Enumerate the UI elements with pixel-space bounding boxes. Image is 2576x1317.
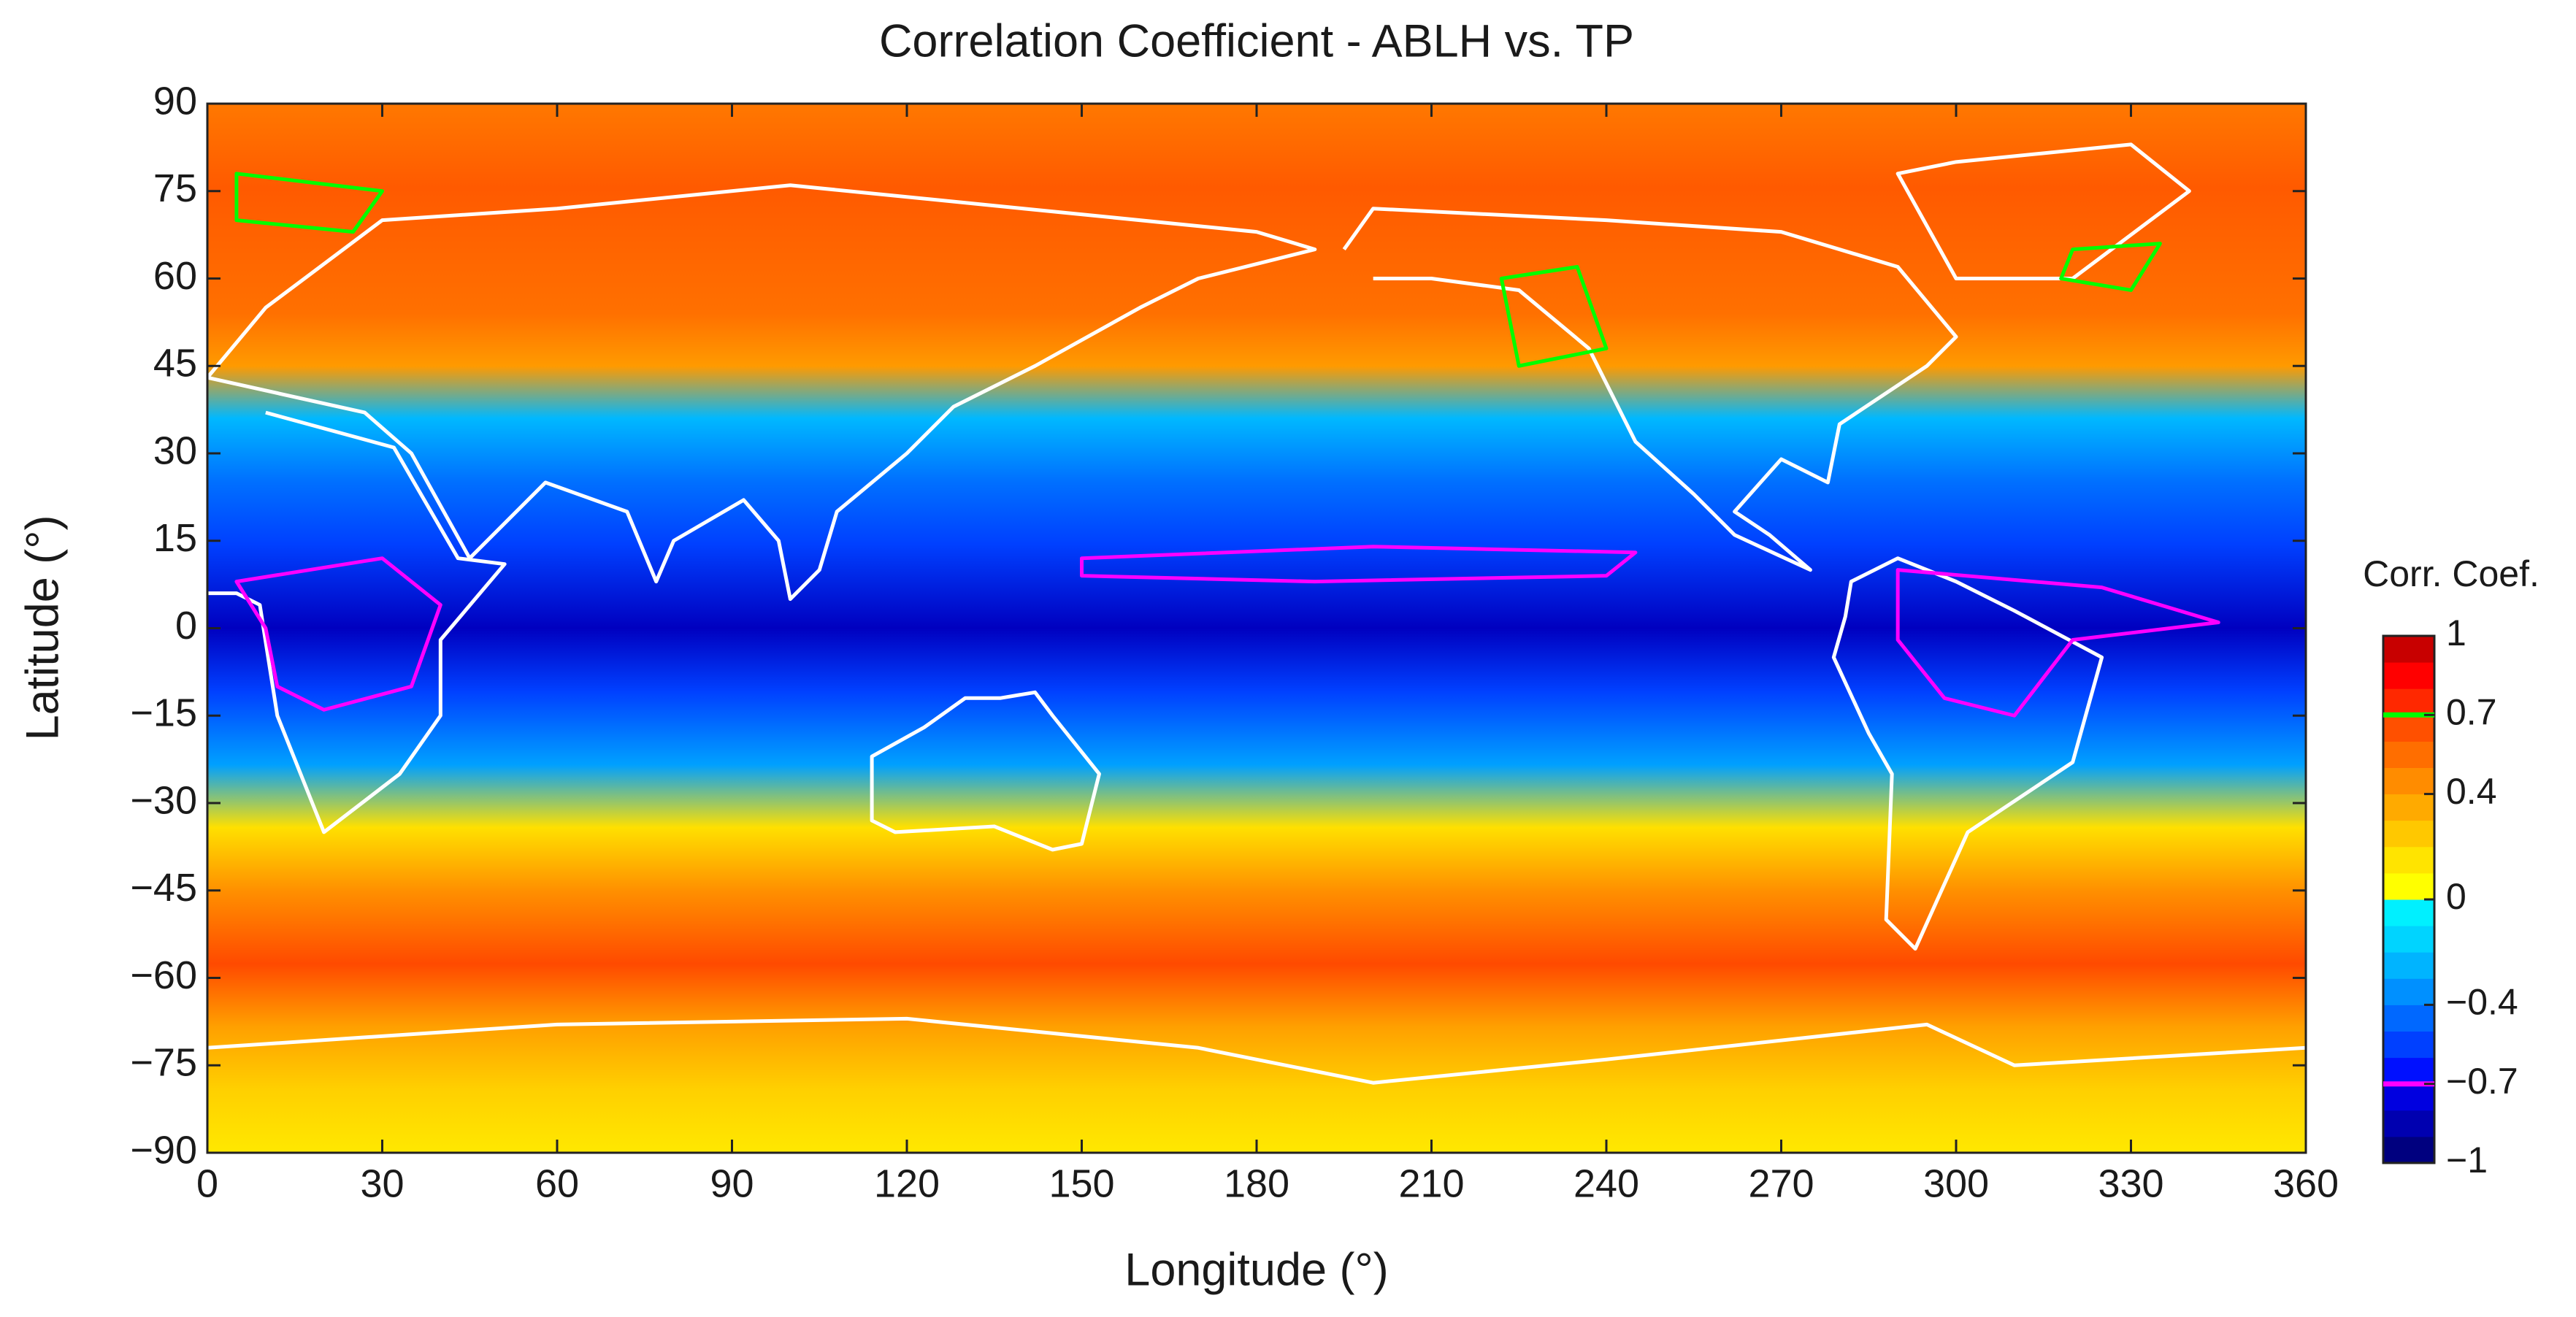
chart-title: Correlation Coefficient - ABLH vs. TP xyxy=(879,16,1634,67)
y-tick-label: −60 xyxy=(130,953,197,997)
y-tick-label: 0 xyxy=(175,604,197,648)
colorbar-level xyxy=(2383,1083,2434,1111)
colorbar-level xyxy=(2383,872,2434,900)
x-tick-label: 60 xyxy=(535,1162,579,1205)
positive-contour xyxy=(237,174,383,232)
colorbar-level xyxy=(2383,1136,2434,1164)
colorbar-tick-label: 0.7 xyxy=(2446,692,2497,733)
colorbar-level xyxy=(2383,846,2434,874)
antarctica xyxy=(207,1018,2306,1083)
colorbar-level xyxy=(2383,952,2434,979)
colorbar-tick-label: 0 xyxy=(2446,876,2466,917)
australia xyxy=(872,692,1099,850)
correlation-field xyxy=(207,104,2306,1153)
y-tick-label: 60 xyxy=(153,254,197,298)
y-tick-label: −30 xyxy=(130,778,197,822)
y-axis-label: Latitude (°) xyxy=(18,515,69,741)
positive-contour xyxy=(1501,267,1606,366)
x-tick-label: 30 xyxy=(360,1162,404,1205)
x-tick-label: 330 xyxy=(2098,1162,2163,1205)
colorbar-level xyxy=(2383,688,2434,715)
x-tick-label: 90 xyxy=(710,1162,754,1205)
colorbar-level xyxy=(2383,662,2434,689)
y-tick-label: −75 xyxy=(130,1041,197,1085)
x-tick-label: 210 xyxy=(1398,1162,1464,1205)
colorbar-level xyxy=(2383,636,2434,663)
colorbar-level xyxy=(2383,820,2434,848)
x-tick-label: 150 xyxy=(1049,1162,1114,1205)
colorbar-level xyxy=(2383,1031,2434,1059)
eurasia xyxy=(207,185,1315,599)
colorbar-level xyxy=(2383,1005,2434,1032)
y-tick-label: −15 xyxy=(130,691,197,735)
colorbar-level xyxy=(2383,899,2434,926)
colorbar-level xyxy=(2383,978,2434,1005)
south-america xyxy=(1833,558,2101,949)
map-field xyxy=(207,104,2306,1153)
y-tick-label: 30 xyxy=(153,429,197,472)
colorbar-label: Corr. Coef. xyxy=(2363,553,2539,594)
negative-contour xyxy=(1898,570,2218,716)
y-tick-label: 45 xyxy=(153,342,197,385)
positive-contour xyxy=(2061,244,2161,291)
colorbar-level xyxy=(2383,1110,2434,1137)
x-tick-label: 0 xyxy=(196,1162,218,1205)
colorbar-level xyxy=(2383,767,2434,795)
greenland xyxy=(1898,145,2189,279)
x-tick-label: 300 xyxy=(1923,1162,1989,1205)
negative-contour xyxy=(1082,547,1636,582)
colorbar-level xyxy=(2383,1057,2434,1085)
x-tick-label: 270 xyxy=(1748,1162,1814,1205)
coastlines xyxy=(207,145,2306,1083)
colorbar-tick-label: −0.7 xyxy=(2446,1061,2518,1102)
x-tick-label: 180 xyxy=(1224,1162,1289,1205)
y-tick-label: −90 xyxy=(130,1128,197,1172)
africa xyxy=(207,412,505,832)
colorbar-level xyxy=(2383,741,2434,768)
y-tick-label: −45 xyxy=(130,866,197,910)
colorbar-tick-label: −1 xyxy=(2446,1140,2488,1180)
negative-contour xyxy=(237,558,440,710)
colorbar-level xyxy=(2383,794,2434,821)
y-tick-label: 15 xyxy=(153,516,197,560)
y-tick-label: 75 xyxy=(153,166,197,210)
colorbar-tick-label: −0.4 xyxy=(2446,982,2518,1023)
y-tick-label: 90 xyxy=(153,79,197,123)
north-america xyxy=(1344,209,1956,570)
x-tick-label: 360 xyxy=(2273,1162,2339,1205)
colorbar-level xyxy=(2383,926,2434,953)
colorbar-tick-label: 1 xyxy=(2446,613,2466,653)
x-tick-label: 240 xyxy=(1573,1162,1639,1205)
colorbar-level xyxy=(2383,715,2434,742)
x-tick-label: 120 xyxy=(874,1162,940,1205)
colorbar-tick-label: 0.4 xyxy=(2446,771,2497,812)
x-axis-label: Longitude (°) xyxy=(1124,1245,1388,1296)
